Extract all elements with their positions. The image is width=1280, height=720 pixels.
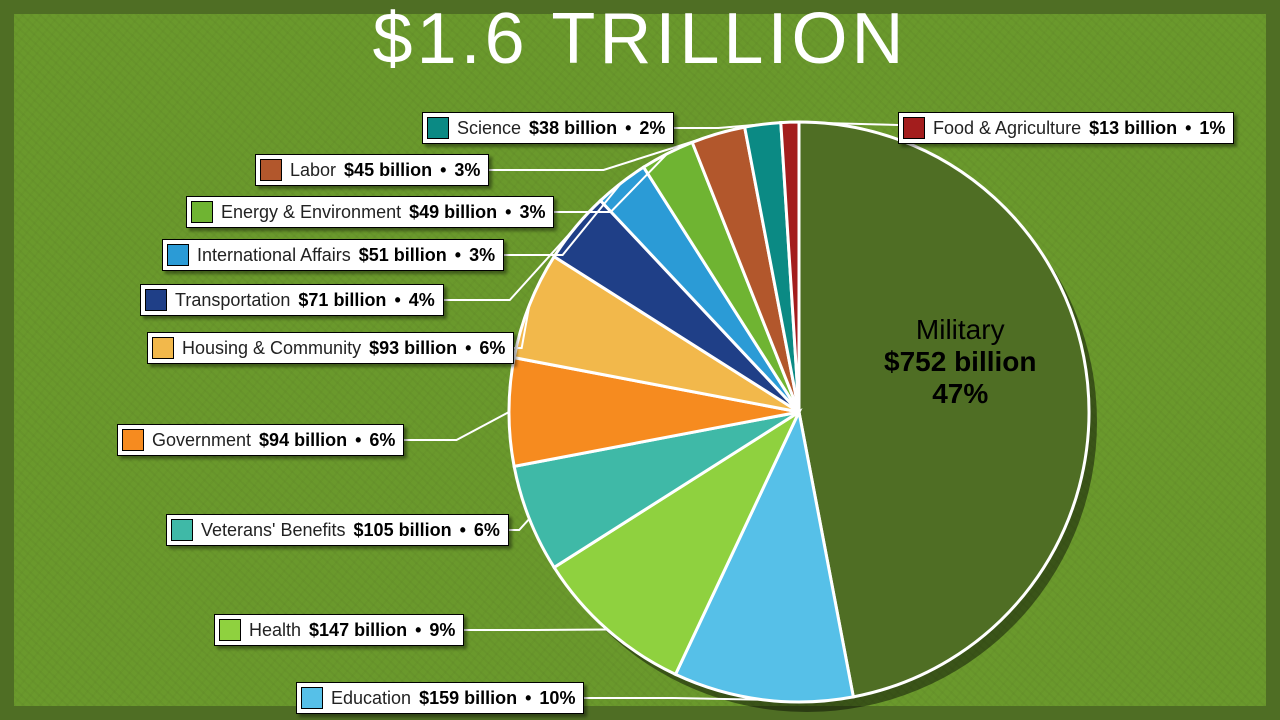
label-name: Housing & Community [182,335,361,361]
label-amount: $51 billion [359,242,447,268]
category-label: Food & Agriculture $13 billion • 1% [898,112,1234,144]
category-label: Transportation $71 billion • 4% [140,284,444,316]
label-percent: 9% [429,617,455,643]
label-amount: $94 billion [259,427,347,453]
chart-title: $1.6 TRILLION [14,0,1266,80]
label-percent: 3% [454,157,480,183]
category-label: Housing & Community $93 billion • 6% [147,332,514,364]
label-percent: 6% [369,427,395,453]
military-name: Military [884,314,1037,346]
category-label: Labor $45 billion • 3% [255,154,489,186]
color-swatch [301,687,323,709]
label-name: International Affairs [197,242,351,268]
category-label: Education $159 billion • 10% [296,682,584,714]
label-name: Veterans' Benefits [201,517,346,543]
category-label: Government $94 billion • 6% [117,424,404,456]
label-name: Energy & Environment [221,199,401,225]
label-amount: $93 billion [369,335,457,361]
label-percent: 10% [539,685,575,711]
stage: $1.6 TRILLION Military $752 billion 47% … [0,0,1280,720]
label-percent: 4% [409,287,435,313]
label-amount: $38 billion [529,115,617,141]
bullet-icon: • [440,157,446,183]
bullet-icon: • [394,287,400,313]
label-name: Health [249,617,301,643]
label-amount: $45 billion [344,157,432,183]
color-swatch [171,519,193,541]
label-name: Labor [290,157,336,183]
color-swatch [260,159,282,181]
color-swatch [122,429,144,451]
color-swatch [152,337,174,359]
category-label: International Affairs $51 billion • 3% [162,239,504,271]
color-swatch [219,619,241,641]
bullet-icon: • [1185,115,1191,141]
military-label: Military $752 billion 47% [884,314,1037,410]
label-percent: 1% [1199,115,1225,141]
label-percent: 6% [479,335,505,361]
label-name: Transportation [175,287,290,313]
label-percent: 3% [469,242,495,268]
color-swatch [427,117,449,139]
label-amount: $13 billion [1089,115,1177,141]
category-label: Veterans' Benefits $105 billion • 6% [166,514,509,546]
category-label: Energy & Environment $49 billion • 3% [186,196,554,228]
label-percent: 3% [519,199,545,225]
label-amount: $49 billion [409,199,497,225]
bullet-icon: • [525,685,531,711]
color-swatch [167,244,189,266]
label-name: Government [152,427,251,453]
color-swatch [145,289,167,311]
bullet-icon: • [415,617,421,643]
label-amount: $71 billion [298,287,386,313]
bullet-icon: • [455,242,461,268]
label-name: Science [457,115,521,141]
bullet-icon: • [625,115,631,141]
category-label: Science $38 billion • 2% [422,112,674,144]
color-swatch [903,117,925,139]
military-amount: $752 billion [884,346,1037,378]
bullet-icon: • [465,335,471,361]
color-swatch [191,201,213,223]
label-percent: 2% [639,115,665,141]
bullet-icon: • [355,427,361,453]
leader-line [404,412,509,440]
bullet-icon: • [460,517,466,543]
label-amount: $147 billion [309,617,407,643]
bullet-icon: • [505,199,511,225]
label-amount: $159 billion [419,685,517,711]
category-label: Health $147 billion • 9% [214,614,464,646]
label-name: Education [331,685,411,711]
label-amount: $105 billion [354,517,452,543]
label-name: Food & Agriculture [933,115,1081,141]
label-percent: 6% [474,517,500,543]
pie-chart [499,112,1099,712]
military-pct: 47% [884,378,1037,410]
